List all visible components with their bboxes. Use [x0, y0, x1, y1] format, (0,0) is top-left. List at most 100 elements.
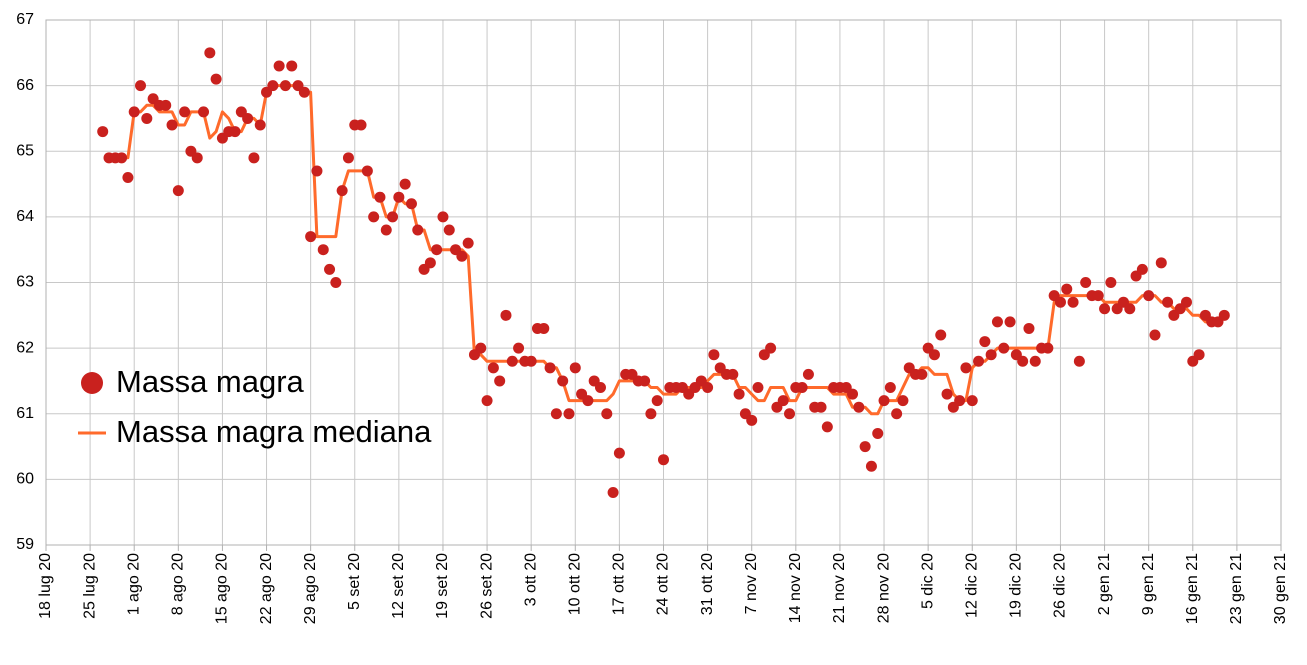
- x-tick-label: 1 ago 20: [125, 553, 142, 615]
- data-point: [1136, 263, 1148, 275]
- data-point: [393, 191, 405, 203]
- data-point: [979, 336, 991, 348]
- data-point: [935, 329, 947, 341]
- x-tick-label: 21 nov 20: [831, 553, 848, 623]
- data-point: [1054, 296, 1066, 308]
- data-point: [550, 408, 562, 420]
- data-point: [872, 427, 884, 439]
- data-point: [437, 211, 449, 223]
- data-point: [500, 309, 512, 321]
- x-tick-label: 12 set 20: [390, 553, 407, 619]
- data-point: [752, 382, 764, 393]
- data-point: [1004, 316, 1016, 328]
- data-point: [1180, 296, 1192, 308]
- data-point: [475, 342, 487, 354]
- data-point: [342, 152, 354, 164]
- data-point: [399, 178, 411, 190]
- data-point: [1162, 296, 1174, 308]
- data-point: [821, 421, 833, 433]
- data-point: [651, 395, 663, 407]
- data-point: [658, 454, 669, 466]
- y-tick-label: 63: [16, 274, 34, 291]
- data-point: [355, 119, 367, 131]
- data-point: [733, 388, 745, 400]
- x-tick-label: 5 dic 20: [919, 553, 936, 609]
- data-point: [928, 349, 940, 361]
- data-point: [639, 375, 651, 387]
- data-point: [97, 126, 109, 138]
- data-point: [116, 152, 128, 164]
- data-point: [210, 73, 222, 85]
- x-tick-label: 31 ott 20: [699, 553, 716, 615]
- data-point: [1017, 355, 1029, 367]
- data-point: [878, 395, 890, 407]
- x-tick-label: 14 nov 20: [787, 553, 804, 623]
- x-tick-label: 16 gen 21: [1184, 553, 1201, 624]
- data-point: [361, 165, 373, 177]
- data-point: [544, 362, 556, 374]
- x-tick-label: 8 ago 20: [170, 553, 187, 615]
- x-tick-label: 29 ago 20: [302, 553, 319, 624]
- data-point: [298, 86, 310, 98]
- data-point: [204, 47, 216, 59]
- data-point: [1029, 355, 1041, 367]
- x-tick-label: 24 ott 20: [655, 553, 672, 615]
- data-point: [1149, 329, 1161, 341]
- data-point: [122, 172, 134, 183]
- data-point: [538, 322, 550, 334]
- data-point: [727, 368, 739, 380]
- data-point: [1193, 349, 1205, 361]
- plot-frame: [45, 19, 1282, 546]
- y-tick-label: 60: [16, 471, 34, 488]
- legend-label: Massa magra mediana: [116, 414, 432, 449]
- data-point: [884, 382, 896, 393]
- x-tick-label: 18 lug 20: [37, 553, 54, 619]
- data-point: [802, 368, 814, 380]
- data-point: [1105, 277, 1117, 288]
- data-point: [1067, 296, 1079, 308]
- data-point: [487, 362, 499, 374]
- data-point: [481, 395, 493, 407]
- data-point: [954, 395, 966, 407]
- data-point: [613, 447, 625, 459]
- x-tick-label: 25 lug 20: [81, 553, 98, 619]
- data-point: [645, 408, 657, 420]
- x-tick-label: 23 gen 21: [1228, 553, 1245, 624]
- data-point: [1042, 342, 1054, 354]
- y-tick-label: 64: [16, 208, 34, 225]
- x-tick-label: 15 ago 20: [214, 553, 231, 624]
- x-tick-label: 12 dic 20: [963, 553, 980, 618]
- data-point: [311, 165, 323, 177]
- data-point: [286, 60, 298, 72]
- data-point: [796, 382, 808, 393]
- data-point: [998, 342, 1010, 354]
- data-point: [141, 112, 153, 124]
- x-tick-label: 19 dic 20: [1008, 553, 1025, 618]
- data-point: [702, 382, 714, 393]
- data-point: [317, 244, 329, 256]
- data-point: [191, 152, 203, 164]
- data-point: [973, 355, 985, 367]
- data-point: [374, 191, 386, 203]
- data-point: [891, 408, 903, 420]
- data-point: [847, 388, 859, 400]
- data-point: [594, 382, 606, 393]
- data-point: [506, 355, 518, 367]
- data-point: [462, 237, 474, 249]
- data-point: [254, 119, 266, 131]
- data-point: [1061, 283, 1073, 295]
- data-point: [601, 408, 613, 420]
- x-tick-label: 9 gen 21: [1140, 553, 1157, 615]
- y-tick-label: 65: [16, 142, 34, 159]
- data-point: [1124, 303, 1136, 315]
- data-point: [324, 263, 336, 275]
- data-point: [1143, 290, 1155, 302]
- data-point: [582, 395, 594, 407]
- data-point: [865, 460, 877, 472]
- data-point: [1080, 277, 1092, 288]
- data-point: [443, 224, 455, 236]
- data-point: [279, 80, 291, 92]
- x-tick-label: 26 dic 20: [1052, 553, 1069, 618]
- data-point: [336, 185, 348, 197]
- data-point: [1099, 303, 1111, 315]
